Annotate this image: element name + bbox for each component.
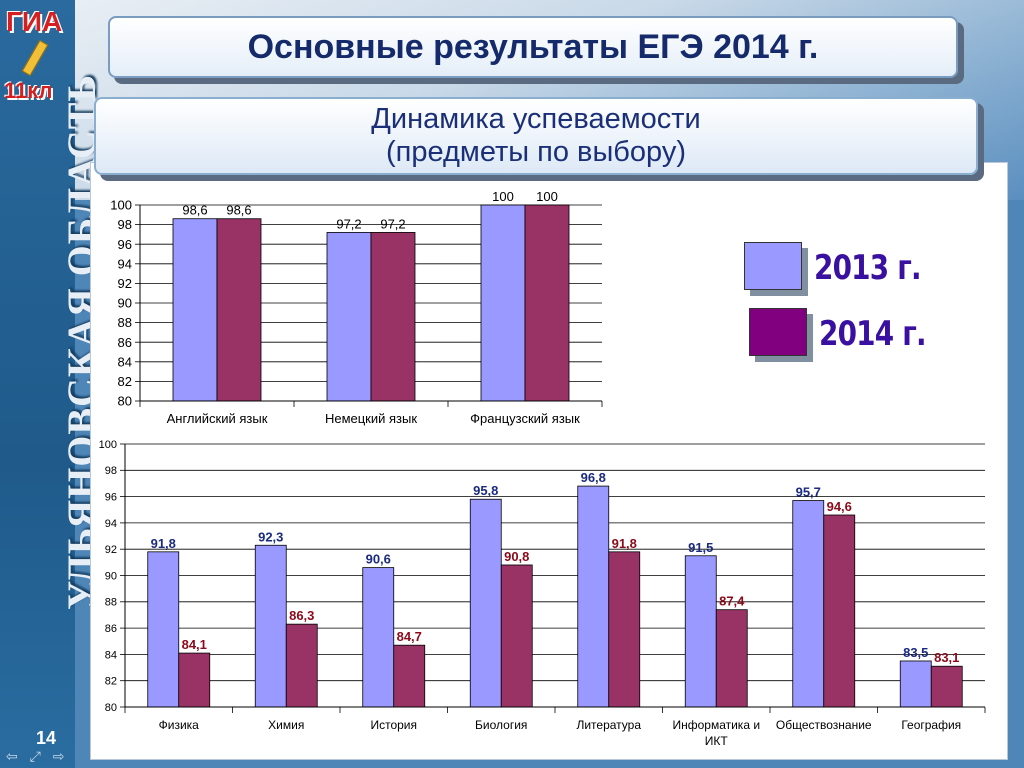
subtitle-line-1: Динамика успеваемости <box>371 103 701 135</box>
data-label: 90,8 <box>504 549 529 564</box>
bar <box>823 514 856 708</box>
data-label: 91,8 <box>151 536 176 551</box>
bar <box>480 204 526 402</box>
data-label: 98,6 <box>182 203 207 218</box>
data-label: 90,6 <box>366 552 391 567</box>
data-label: 95,7 <box>796 485 821 500</box>
y-tick-label: 80 <box>118 394 132 409</box>
slide-nav-icons[interactable]: ⇦ ⤢ ⇨ <box>6 748 69 764</box>
y-tick-label: 90 <box>105 570 117 582</box>
bar <box>178 652 211 708</box>
category-label: Английский язык <box>167 411 268 426</box>
category-label: Физика <box>159 718 200 732</box>
logo-bottom-text: 11кл <box>4 78 53 103</box>
y-tick-label: 90 <box>118 296 132 311</box>
bar <box>792 500 825 708</box>
data-label: 97,2 <box>336 216 361 231</box>
data-label: 86,3 <box>289 608 314 623</box>
category-label: История <box>370 718 417 732</box>
category-label: Литература <box>576 718 641 732</box>
data-label: 83,5 <box>903 645 928 660</box>
chart-elective-subjects: 80 82 84 86 88 90 92 94 96 98 100 91,8 84,1 Физика 92,… <box>99 439 986 748</box>
bar <box>254 544 287 708</box>
data-label: 91,8 <box>612 536 637 551</box>
data-label: 87,4 <box>719 594 745 609</box>
y-tick-label: 82 <box>105 676 117 688</box>
bar <box>216 218 262 402</box>
y-tick-label: 92 <box>105 544 117 556</box>
bar <box>172 218 218 402</box>
bar <box>469 498 502 708</box>
data-label: 100 <box>536 189 558 204</box>
y-tick-label: 100 <box>99 439 117 451</box>
bar <box>370 232 416 402</box>
y-tick-label: 84 <box>118 354 132 369</box>
bar <box>684 555 717 708</box>
bar <box>326 232 372 402</box>
legend-label-2013: 2013 г. <box>814 248 922 288</box>
bar <box>930 665 963 708</box>
legend-label-2014: 2014 г. <box>819 314 927 354</box>
data-label: 84,7 <box>397 629 422 644</box>
subtitle-banner: Динамика успеваемости (предметы по выбор… <box>94 97 978 175</box>
y-tick-label: 100 <box>110 198 132 213</box>
chart-foreign-languages: 80 82 84 86 88 90 92 94 96 98 100 98,6 98,6 Английски… <box>110 189 603 426</box>
subtitle-line-2: (предметы по выбору) <box>385 136 687 168</box>
category-label: Немецкий язык <box>325 411 417 426</box>
data-label: 96,8 <box>581 470 606 485</box>
title-banner: Основные результаты ЕГЭ 2014 г. <box>108 16 958 78</box>
y-tick-label: 88 <box>105 597 117 609</box>
data-label: 94,6 <box>827 499 852 514</box>
data-label: 98,6 <box>226 203 251 218</box>
category-label: География <box>901 718 961 732</box>
data-label: 92,3 <box>258 529 283 544</box>
category-label: Обществознание <box>776 718 872 732</box>
data-label: 100 <box>492 189 514 204</box>
slide-number: 14 <box>36 728 57 748</box>
y-tick-label: 92 <box>118 276 132 291</box>
bar <box>715 609 748 708</box>
legend-swatch-2014 <box>749 308 807 356</box>
bar <box>147 551 180 708</box>
bar <box>899 660 932 708</box>
bar <box>393 644 426 708</box>
data-label: 97,2 <box>380 216 405 231</box>
data-label: 84,1 <box>182 637 207 652</box>
y-tick-label: 98 <box>118 217 132 232</box>
category-label: Химия <box>268 718 304 732</box>
page-title: Основные результаты ЕГЭ 2014 г. <box>247 27 819 66</box>
bar <box>285 623 318 708</box>
y-tick-label: 94 <box>118 256 132 271</box>
bar <box>608 551 641 708</box>
legend-swatch-2013 <box>744 242 802 290</box>
bar <box>577 485 610 708</box>
y-tick-label: 82 <box>118 374 132 389</box>
y-tick-label: 98 <box>105 465 117 477</box>
y-tick-label: 86 <box>118 335 132 350</box>
y-tick-label: 96 <box>105 491 117 503</box>
bar <box>362 567 395 708</box>
y-tick-label: 84 <box>105 649 117 661</box>
category-label: Информатика и <box>672 718 760 732</box>
y-tick-label: 80 <box>105 702 117 714</box>
y-tick-label: 86 <box>105 623 117 635</box>
category-label: Французский язык <box>470 411 580 426</box>
data-label: 95,8 <box>473 483 498 498</box>
y-tick-label: 88 <box>118 315 132 330</box>
data-label: 83,1 <box>934 650 959 665</box>
category-label: ИКТ <box>705 734 729 748</box>
bar <box>524 204 570 402</box>
y-tick-label: 96 <box>118 237 132 252</box>
data-label: 91,5 <box>688 540 713 555</box>
sidebar: ГИА 11кл УЛЬЯНОВСКАЯ ОБЛАСТЬ 14 ⇦ ⤢ ⇨ <box>0 0 104 768</box>
bar <box>500 564 533 708</box>
gia-logo: ГИА 11кл <box>2 4 72 104</box>
pen-icon <box>21 39 49 77</box>
logo-top-text: ГИА <box>6 6 63 37</box>
category-label: Биология <box>475 718 527 732</box>
y-tick-label: 94 <box>105 518 117 530</box>
